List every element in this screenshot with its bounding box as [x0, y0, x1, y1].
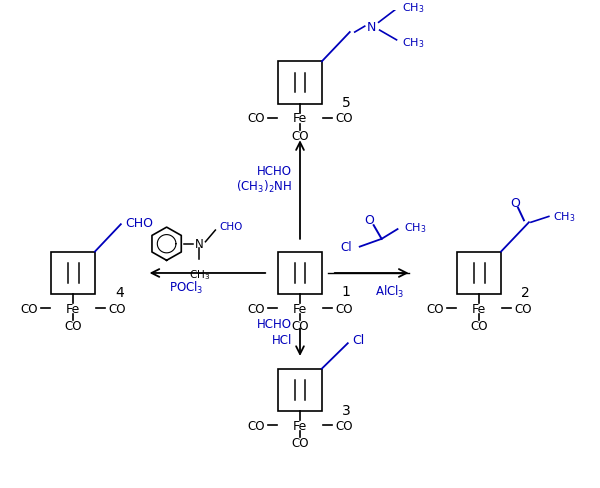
Text: CH$_3$: CH$_3$	[401, 1, 424, 15]
Text: HCl: HCl	[272, 333, 292, 346]
Text: 1: 1	[342, 284, 350, 298]
Text: (CH$_3$)$_2$NH: (CH$_3$)$_2$NH	[236, 178, 292, 194]
Text: CH$_3$: CH$_3$	[189, 267, 210, 282]
Text: CH$_3$: CH$_3$	[404, 221, 426, 235]
Text: CO: CO	[335, 302, 353, 315]
Text: 5: 5	[342, 96, 350, 110]
Text: CHO: CHO	[220, 222, 243, 232]
Text: Fe: Fe	[293, 302, 307, 315]
Text: CHO: CHO	[125, 216, 153, 229]
Text: 2: 2	[521, 286, 530, 300]
Text: 3: 3	[342, 403, 350, 417]
Text: Fe: Fe	[293, 112, 307, 125]
Text: CH$_3$: CH$_3$	[401, 36, 424, 50]
Text: CO: CO	[291, 320, 309, 332]
Text: CO: CO	[291, 436, 309, 449]
Text: 4: 4	[115, 286, 124, 300]
Text: AlCl$_3$: AlCl$_3$	[375, 283, 404, 299]
Text: N: N	[367, 20, 376, 34]
Text: CO: CO	[514, 302, 532, 315]
Text: Fe: Fe	[66, 302, 80, 315]
Text: Cl: Cl	[352, 333, 364, 346]
Text: CO: CO	[291, 130, 309, 142]
Text: HCHO: HCHO	[257, 318, 292, 330]
Text: Cl: Cl	[340, 241, 352, 254]
Text: CO: CO	[64, 320, 82, 332]
Text: CO: CO	[247, 419, 265, 432]
Text: N: N	[195, 238, 204, 251]
Text: CO: CO	[470, 320, 488, 332]
Text: CH$_3$: CH$_3$	[553, 210, 575, 224]
Text: POCl$_3$: POCl$_3$	[169, 279, 204, 295]
Text: CO: CO	[247, 302, 265, 315]
Text: O: O	[510, 197, 520, 210]
Text: CO: CO	[20, 302, 38, 315]
Text: CO: CO	[335, 419, 353, 432]
Text: O: O	[365, 213, 374, 226]
Text: CO: CO	[108, 302, 125, 315]
Text: Fe: Fe	[293, 419, 307, 432]
Text: Fe: Fe	[472, 302, 486, 315]
Text: HCHO: HCHO	[257, 164, 292, 177]
Text: CO: CO	[335, 112, 353, 125]
Text: CO: CO	[247, 112, 265, 125]
Text: CO: CO	[427, 302, 444, 315]
